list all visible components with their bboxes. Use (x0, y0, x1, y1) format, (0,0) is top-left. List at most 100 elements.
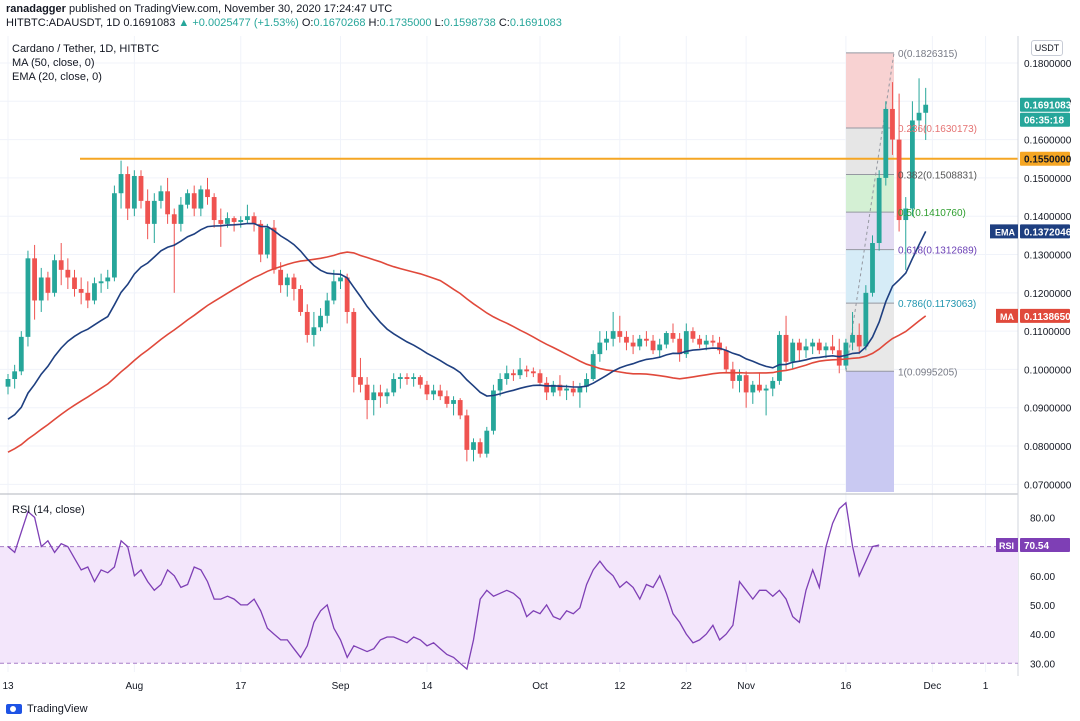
candle-body (344, 277, 350, 312)
rsi-tick-label: 60.00 (1030, 572, 1055, 583)
fib-level-label: 0.382(0.1508831) (898, 171, 977, 182)
time-tick-label: 1 (983, 681, 989, 692)
candlestick-series (5, 78, 929, 462)
rsi-pane (0, 501, 1018, 671)
candle-body (364, 384, 370, 401)
rsi-band (0, 546, 1018, 664)
candle-body (264, 227, 270, 255)
candle-body (883, 108, 889, 178)
candle-body (271, 227, 277, 270)
price-tick-label: 0.1800000 (1024, 59, 1072, 70)
time-tick-label: Aug (125, 681, 143, 692)
fib-level-label: 0.5(0.1410760) (898, 208, 966, 219)
candle-body (298, 288, 303, 312)
price-tick-label: 0.0800000 (1024, 442, 1072, 453)
candle-body (663, 333, 669, 345)
candle-body (790, 342, 796, 362)
candle-body (238, 220, 244, 222)
candle-body (524, 369, 530, 372)
candle-body (158, 191, 164, 201)
candle-body (12, 371, 18, 379)
candle-body (324, 300, 330, 316)
candle-body (258, 223, 264, 255)
candle-body (777, 334, 782, 381)
candle-body (72, 277, 77, 289)
candle-body (112, 193, 117, 278)
candle-body (411, 377, 417, 379)
ohlc-line: HITBTC:ADAUSDT, 1D 0.1691083 ▲ +0.002547… (6, 17, 562, 29)
candle-body (278, 269, 284, 286)
candle-body (677, 338, 683, 355)
tradingview-logo[interactable]: TradingView (6, 703, 88, 715)
candle-body (32, 258, 37, 301)
candle-body (304, 311, 310, 335)
currency-button[interactable]: USDT (1031, 40, 1063, 56)
candle-body (477, 442, 483, 454)
candle-body (610, 331, 616, 339)
close-value: 0.1691083 (509, 17, 562, 29)
candle-body (683, 331, 689, 355)
candle-body (371, 392, 377, 401)
candle-body (890, 108, 895, 140)
fib-zone (846, 212, 894, 250)
candle-body (211, 197, 217, 221)
candle-body (424, 384, 430, 395)
candle-body (763, 388, 769, 391)
candle-body (863, 292, 869, 347)
candle-body (251, 216, 257, 224)
fib-zone (846, 174, 894, 213)
candle-body (391, 379, 397, 393)
symbol-label: HITBTC:ADAUSDT, 1D (6, 17, 121, 29)
ma-legend: MA (50, close, 0) (12, 57, 95, 69)
price-tick-label: 0.0900000 (1024, 404, 1072, 415)
candle-body (185, 193, 190, 205)
candle-body (85, 292, 91, 301)
candle-body (45, 277, 51, 293)
candle-body (730, 369, 736, 381)
ema-value-tag-bg (1020, 224, 1070, 239)
rsi-name-tag: RSI (999, 541, 1014, 551)
close-label: C: (498, 17, 510, 29)
publication-header: ranadagger published on TradingView.com,… (0, 0, 1080, 36)
candle-body (617, 331, 623, 337)
candle-body (397, 377, 403, 379)
candle-body (231, 218, 237, 222)
candle-body (145, 200, 151, 224)
candle-body (245, 216, 250, 221)
rsi-value-tag-bg (1020, 538, 1070, 553)
candle-body (92, 283, 97, 301)
high-value: 0.1735000 (379, 17, 432, 29)
ema20-line (7, 222, 927, 420)
rsi-name-tag-bg (996, 538, 1018, 553)
ma-name-tag-bg (996, 308, 1018, 323)
resistance-tag-bg (1020, 151, 1070, 166)
fib-level-label: 0(0.1826315) (898, 49, 958, 60)
candle-body (171, 214, 177, 224)
candle-body (783, 334, 789, 362)
candle-body (896, 139, 902, 221)
footer: TradingView (0, 695, 1080, 721)
ma50-line (7, 251, 927, 453)
ma-value-tag-bg (1020, 308, 1070, 323)
price-chart[interactable]: 0(0.1826315) 0.236(0.1630173) 0.382(0.1508… (0, 36, 1080, 695)
candle-body (351, 311, 357, 378)
publisher-name[interactable]: ranadagger (6, 3, 66, 15)
candle-body (311, 327, 317, 335)
candle-body (803, 346, 809, 351)
candle-body (796, 342, 802, 351)
rsi-tick-label: 30.00 (1030, 659, 1055, 670)
candle-body (517, 369, 523, 376)
price-tick-label: 0.1000000 (1024, 365, 1072, 376)
ema-value-tag: 0.1372046 (1024, 227, 1072, 238)
candle-body (491, 390, 496, 431)
candle-body (118, 174, 124, 194)
candle-body (564, 388, 569, 391)
candle-body (823, 346, 829, 351)
candle-body (577, 386, 583, 393)
fibonacci-retracement[interactable] (845, 52, 895, 492)
candle-body (876, 177, 882, 244)
candle-body (25, 258, 31, 337)
countdown-tag: 06:35:18 (1024, 116, 1064, 127)
candle-body (511, 373, 516, 376)
time-tick-label: 16 (840, 681, 852, 692)
